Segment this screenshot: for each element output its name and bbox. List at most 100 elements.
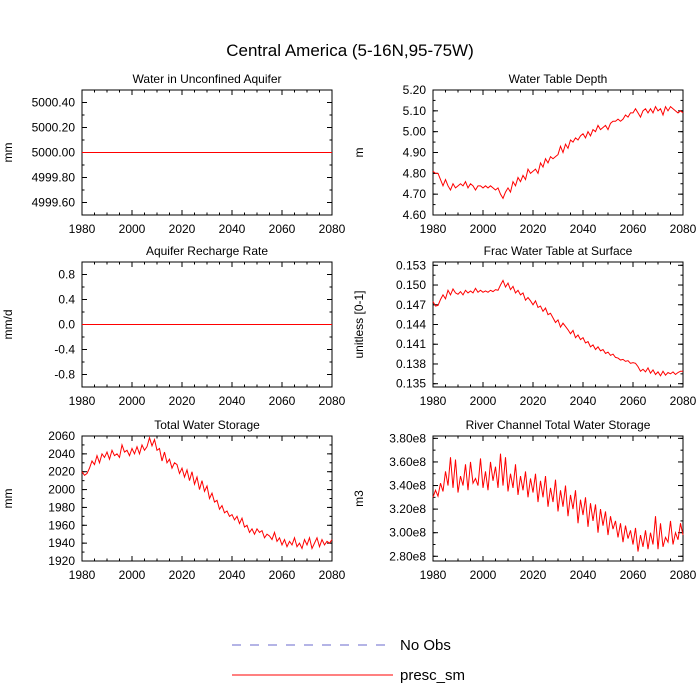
plot-frame bbox=[432, 435, 684, 562]
x-tick-label: 2060 bbox=[620, 222, 647, 236]
y-tick-label: 0.150 bbox=[396, 278, 426, 292]
x-tick-label: 2080 bbox=[670, 222, 697, 236]
plot-frame bbox=[432, 261, 684, 388]
y-tick-label: 5.10 bbox=[403, 104, 427, 118]
x-tick-label: 2000 bbox=[119, 222, 146, 236]
x-tick-label: 2080 bbox=[319, 222, 346, 236]
x-tick-label: 1980 bbox=[420, 394, 447, 408]
x-tick-label: 1980 bbox=[69, 568, 96, 582]
series-line-presc_sm bbox=[81, 436, 333, 551]
y-axis-label: m bbox=[352, 148, 366, 158]
legend-item-1: No Obs bbox=[232, 637, 451, 654]
x-tick-label: 2060 bbox=[269, 222, 296, 236]
x-tick-label: 2080 bbox=[319, 568, 346, 582]
y-tick-label: 1980 bbox=[48, 500, 75, 514]
y-tick-label: 3.20e8 bbox=[389, 502, 426, 516]
x-tick-label: 2020 bbox=[520, 568, 547, 582]
y-tick-label: 4.80 bbox=[403, 166, 427, 180]
chart-panel-4: Frac Water Table at Surface 1980 2000 2020 2… bbox=[352, 244, 697, 408]
y-tick-label: 0.153 bbox=[396, 258, 426, 272]
legend-item-2: presc_sm bbox=[232, 667, 465, 684]
panel-title: River Channel Total Water Storage bbox=[466, 418, 651, 432]
y-tick-label: 0.147 bbox=[396, 298, 426, 312]
series-line-presc_sm bbox=[432, 453, 684, 552]
x-tick-label: 2040 bbox=[570, 222, 597, 236]
y-tick-label: 0.144 bbox=[396, 318, 426, 332]
y-tick-label: 4.90 bbox=[403, 146, 427, 160]
x-tick-label: 2060 bbox=[620, 568, 647, 582]
y-tick-label: 0.4 bbox=[58, 293, 75, 307]
y-tick-label: 5000.20 bbox=[32, 121, 76, 135]
chart-panel-6: River Channel Total Water Storage 1980 200… bbox=[352, 418, 697, 582]
x-tick-label: 2080 bbox=[319, 394, 346, 408]
x-tick-label: 2040 bbox=[219, 568, 246, 582]
y-tick-label: 5000.40 bbox=[32, 96, 76, 110]
x-tick-label: 2020 bbox=[520, 222, 547, 236]
y-tick-label: 3.00e8 bbox=[389, 526, 426, 540]
x-tick-label: 1980 bbox=[69, 222, 96, 236]
y-tick-label: 1920 bbox=[48, 554, 75, 568]
y-axis-label: m3 bbox=[352, 490, 366, 507]
x-tick-label: 2020 bbox=[169, 394, 196, 408]
y-tick-label: 4999.80 bbox=[32, 171, 76, 185]
legend-label: No Obs bbox=[400, 637, 451, 654]
y-axis-label: mm/d bbox=[1, 310, 15, 340]
panels: Water in Unconfined Aquifer 1980 2000 2020 2… bbox=[1, 72, 697, 582]
y-tick-label: 3.60e8 bbox=[389, 455, 426, 469]
y-tick-label: 0.141 bbox=[396, 337, 426, 351]
x-tick-label: 2020 bbox=[520, 394, 547, 408]
x-tick-label: 2040 bbox=[570, 394, 597, 408]
y-tick-label: 5.00 bbox=[403, 125, 427, 139]
y-axis-label: mm bbox=[1, 489, 15, 509]
series-line-presc_sm bbox=[432, 279, 683, 377]
x-tick-label: 2040 bbox=[570, 568, 597, 582]
panel-title: Total Water Storage bbox=[154, 418, 260, 432]
x-tick-label: 2040 bbox=[219, 222, 246, 236]
panel-title: Aquifer Recharge Rate bbox=[146, 244, 268, 258]
y-tick-label: 2000 bbox=[48, 483, 75, 497]
y-tick-label: 0.8 bbox=[58, 268, 75, 282]
y-tick-label: 0.0 bbox=[58, 318, 75, 332]
y-axis-label: unitless [0-1] bbox=[352, 290, 366, 358]
y-tick-label: 4.60 bbox=[403, 208, 427, 222]
legend: No Obs presc_sm bbox=[232, 637, 465, 684]
x-tick-label: 2060 bbox=[269, 394, 296, 408]
y-tick-label: 2.80e8 bbox=[389, 549, 426, 563]
y-tick-label: 3.80e8 bbox=[389, 431, 426, 445]
panel-title: Frac Water Table at Surface bbox=[484, 244, 633, 258]
chart-panel-1: Water in Unconfined Aquifer 1980 2000 2020 2… bbox=[1, 72, 346, 236]
y-tick-label: 0.135 bbox=[396, 377, 426, 391]
y-tick-label: 2060 bbox=[48, 429, 75, 443]
chart-panel-2: Water Table Depth 1980 2000 2020 2040 2060 208… bbox=[352, 72, 697, 236]
y-tick-label: 1960 bbox=[48, 518, 75, 532]
x-tick-label: 2000 bbox=[119, 568, 146, 582]
y-axis-label: mm bbox=[1, 143, 15, 163]
x-tick-label: 2020 bbox=[169, 222, 196, 236]
y-tick-label: 4.70 bbox=[403, 187, 427, 201]
x-tick-label: 2060 bbox=[269, 568, 296, 582]
x-tick-label: 2060 bbox=[620, 394, 647, 408]
y-tick-label: 3.40e8 bbox=[389, 479, 426, 493]
y-tick-label: -0.4 bbox=[54, 343, 75, 357]
x-tick-label: 1980 bbox=[69, 394, 96, 408]
panel-title: Water Table Depth bbox=[509, 72, 608, 86]
chart-panel-3: Aquifer Recharge Rate 1980 2000 2020 2040 206… bbox=[1, 244, 346, 408]
y-tick-label: 2020 bbox=[48, 465, 75, 479]
chart-panel-5: Total Water Storage 1980 2000 2020 2040 2060 2… bbox=[1, 418, 346, 582]
x-tick-label: 2020 bbox=[169, 568, 196, 582]
y-tick-label: 1940 bbox=[48, 536, 75, 550]
main-title: Central America (5-16N,95-75W) bbox=[226, 41, 474, 60]
y-tick-label: 5.20 bbox=[403, 83, 427, 97]
y-tick-label: -0.8 bbox=[54, 368, 75, 382]
x-tick-label: 2040 bbox=[219, 394, 246, 408]
y-tick-label: 5000.00 bbox=[32, 146, 76, 160]
x-tick-label: 2080 bbox=[670, 568, 697, 582]
x-tick-label: 1980 bbox=[420, 222, 447, 236]
series-line-presc_sm bbox=[432, 105, 684, 200]
x-tick-label: 2000 bbox=[470, 568, 497, 582]
y-tick-label: 2040 bbox=[48, 447, 75, 461]
x-tick-label: 2000 bbox=[470, 222, 497, 236]
y-tick-label: 4999.60 bbox=[32, 196, 76, 210]
x-tick-label: 2000 bbox=[470, 394, 497, 408]
